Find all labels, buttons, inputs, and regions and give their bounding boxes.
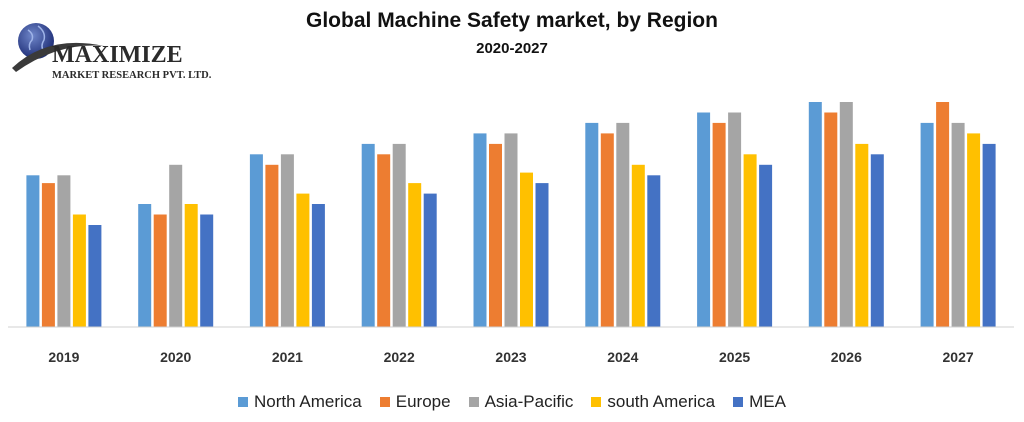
bar-europe-2021 [265, 164, 279, 327]
legend-swatch [379, 397, 390, 407]
legend-item: MEA [733, 392, 786, 412]
legend-swatch [238, 397, 249, 407]
chart-subtitle: 2020-2027 [476, 40, 548, 57]
legend-label: south America [607, 392, 716, 411]
bar-south-america-2026 [855, 143, 869, 327]
x-tick-label: 2025 [719, 349, 750, 365]
bar-europe-2020 [153, 214, 167, 327]
legend-label: Europe [395, 392, 451, 411]
bar-mea-2027 [982, 143, 996, 327]
bar-north-america-2020 [138, 204, 152, 327]
x-tick-label: 2020 [160, 349, 191, 365]
bar-europe-2019 [41, 183, 55, 327]
bar-group [26, 102, 996, 328]
x-tick-labels: 2019 2020 2021 2022 2023 2024 2025 2026 2027 [48, 349, 974, 365]
bar-south-america-2020 [184, 204, 198, 327]
bar-asia-pacific-2027 [951, 122, 965, 328]
x-tick-label: 2023 [495, 349, 526, 365]
legend-swatch [468, 397, 479, 407]
legend-swatch [733, 397, 744, 407]
bar-asia-pacific-2021 [280, 154, 294, 327]
bar-north-america-2025 [697, 112, 711, 327]
bar-north-america-2023 [473, 133, 487, 327]
bar-mea-2019 [88, 225, 102, 327]
bar-europe-2023 [489, 143, 502, 327]
x-tick-label: 2027 [943, 349, 974, 365]
bar-south-america-2022 [408, 183, 422, 327]
legend-item: Europe [379, 392, 451, 412]
x-tick-label: 2024 [607, 349, 638, 365]
logo-name: MAXIMIZE [52, 42, 183, 68]
chart-legend: North America Europe Asia-Pacific south Ame… [0, 392, 1024, 412]
bar-europe-2027 [936, 102, 950, 327]
bar-south-america-2025 [743, 154, 757, 327]
bar-chart: 2019 2020 2021 2022 2023 2024 2025 2026 2027 [8, 102, 1014, 365]
bar-north-america-2026 [808, 102, 822, 327]
legend-item: Asia-Pacific [468, 392, 574, 412]
bar-europe-2025 [712, 122, 726, 328]
legend-label: North America [254, 392, 362, 411]
bar-asia-pacific-2024 [616, 122, 630, 328]
x-tick-label: 2019 [48, 349, 79, 365]
bar-mea-2020 [200, 214, 214, 327]
bar-south-america-2023 [520, 172, 533, 327]
x-tick-label: 2022 [384, 349, 415, 365]
bar-asia-pacific-2025 [728, 112, 742, 327]
x-tick-label: 2026 [831, 349, 862, 365]
logo-graphic: MAXIMIZE MARKET RESEARCH PVT. LTD. [12, 23, 212, 81]
legend-label: Asia-Pacific [484, 392, 574, 411]
x-tick-label: 2021 [272, 349, 303, 365]
bar-mea-2022 [423, 193, 437, 327]
bar-mea-2025 [759, 164, 773, 327]
logo-tagline: MARKET RESEARCH PVT. LTD. [52, 70, 212, 81]
bar-asia-pacific-2026 [839, 102, 853, 327]
bar-asia-pacific-2020 [169, 164, 183, 327]
swoosh-icon [12, 42, 104, 72]
bar-europe-2024 [600, 133, 614, 327]
chart-title: Global Machine Safety market, by Region [306, 9, 718, 32]
bar-mea-2023 [535, 183, 549, 327]
bar-mea-2026 [870, 154, 884, 327]
bar-asia-pacific-2019 [57, 175, 71, 327]
bar-europe-2022 [377, 154, 391, 327]
bar-south-america-2021 [296, 193, 310, 327]
bar-north-america-2022 [361, 143, 375, 327]
bar-north-america-2021 [249, 154, 263, 327]
legend-item: south America [591, 392, 715, 412]
bar-asia-pacific-2023 [504, 133, 518, 327]
bar-south-america-2019 [72, 214, 86, 327]
bar-south-america-2024 [631, 164, 645, 327]
bar-asia-pacific-2022 [392, 143, 406, 327]
legend-swatch [591, 397, 602, 407]
bar-north-america-2027 [920, 122, 934, 328]
bar-mea-2021 [311, 204, 325, 327]
bar-north-america-2019 [26, 175, 40, 327]
company-logo: MAXIMIZE MARKET RESEARCH PVT. LTD. [8, 16, 238, 88]
bar-europe-2026 [824, 112, 838, 327]
bar-south-america-2027 [967, 133, 981, 327]
bar-north-america-2024 [585, 122, 599, 328]
legend-label: MEA [749, 392, 786, 411]
bar-mea-2024 [647, 175, 661, 327]
legend-item: North America [238, 392, 362, 412]
